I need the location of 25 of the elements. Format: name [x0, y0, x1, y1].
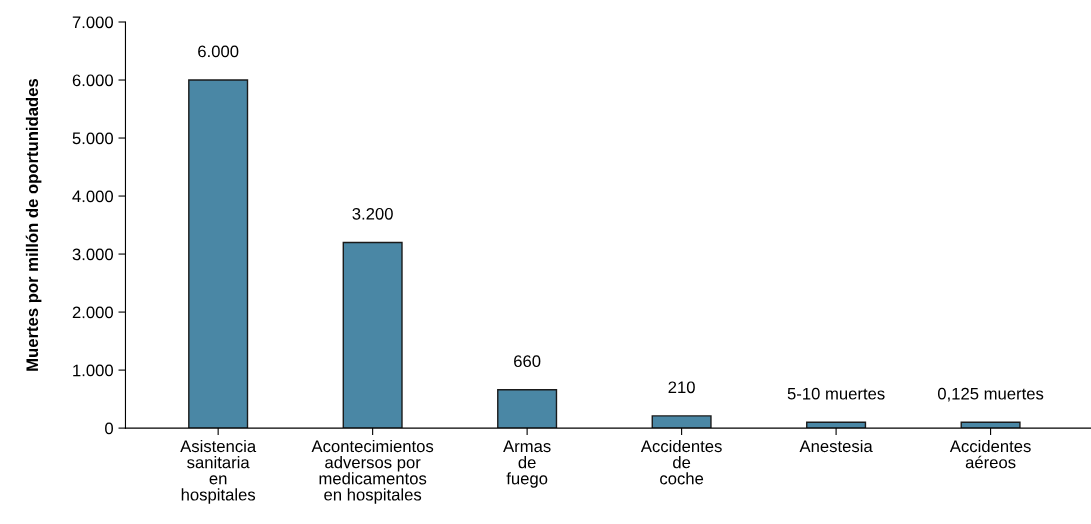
bar — [497, 389, 558, 429]
y-tick-label: 7.000 — [72, 16, 114, 29]
annotation: 0,125 muertes — [937, 387, 1044, 402]
x-tick-label: Accidentes de coche — [640, 439, 722, 485]
x-tick-label: Anestesia — [799, 439, 873, 453]
data-label: 660 — [514, 355, 541, 368]
data-label: 210 — [668, 381, 695, 394]
y-tick-label: 5.000 — [72, 132, 114, 145]
x-tick-label: Armas de fuego — [503, 440, 551, 488]
bar — [188, 79, 249, 429]
bar — [651, 415, 712, 429]
y-tick-label: 6.000 — [72, 74, 114, 87]
x-tick-label: Asistencia sanitaria en hospitales — [180, 439, 257, 504]
x-tick-label: Accidentes aéreos — [949, 439, 1031, 469]
y-tick-label: 4.000 — [72, 190, 114, 203]
y-tick-label: 0 — [105, 422, 114, 435]
x-tick-label: Acontecimientos adversos por medicamentos en hospitales — [311, 439, 434, 504]
data-label: 3.200 — [352, 207, 393, 220]
data-label: 6.000 — [198, 45, 239, 58]
annotation: 5-10 muertes — [787, 387, 885, 400]
y-tick-label: 1.000 — [73, 364, 114, 377]
bar — [342, 241, 403, 429]
y-axis-title: Muertes por millón de oportunidades — [25, 78, 42, 371]
y-tick-label: 3.000 — [72, 248, 114, 261]
y-tick-label: 2.000 — [72, 306, 114, 319]
